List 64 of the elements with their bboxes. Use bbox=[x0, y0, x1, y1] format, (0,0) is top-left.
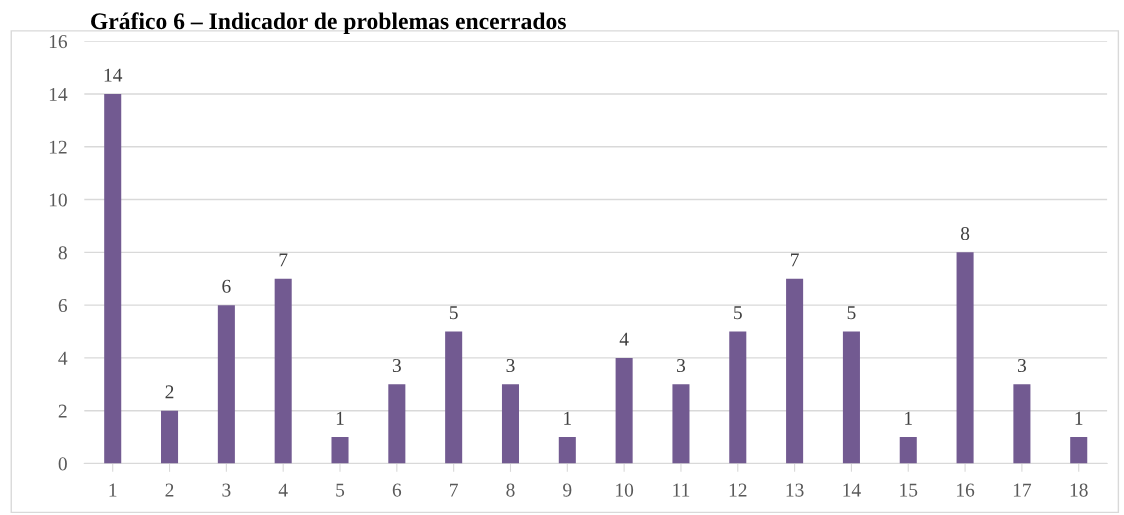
data-label: 7 bbox=[791, 253, 799, 267]
y-tick-label: 6 bbox=[58, 299, 68, 313]
bar bbox=[274, 278, 292, 464]
x-tick-label: 9 bbox=[563, 483, 572, 497]
bar bbox=[786, 278, 804, 464]
x-tick-label: 17 bbox=[1013, 483, 1032, 497]
data-label: 3 bbox=[392, 358, 401, 373]
y-tick-label: 0 bbox=[58, 457, 67, 471]
bar bbox=[161, 410, 179, 464]
y-tick-label: 12 bbox=[49, 140, 67, 154]
bar bbox=[388, 384, 406, 464]
data-label: 1 bbox=[1075, 411, 1083, 425]
chart-title: Gráfico 6 – Indicador de problemas encerrados bbox=[91, 12, 566, 34]
bar bbox=[729, 331, 747, 464]
x-tick-label: 15 bbox=[900, 483, 918, 497]
y-tick-label: 8 bbox=[58, 246, 67, 260]
bar bbox=[1070, 437, 1088, 464]
bar bbox=[445, 331, 463, 464]
y-tick-label: 14 bbox=[49, 87, 68, 101]
bar bbox=[501, 384, 520, 464]
bar bbox=[331, 437, 349, 464]
bar bbox=[615, 357, 633, 464]
bar bbox=[899, 437, 917, 464]
data-label: 6 bbox=[222, 279, 231, 293]
x-tick-label: 10 bbox=[616, 483, 634, 497]
data-label: 3 bbox=[677, 358, 686, 373]
y-tick-label: 4 bbox=[58, 351, 68, 365]
x-tick-label: 6 bbox=[392, 483, 402, 497]
x-tick-label: 7 bbox=[450, 483, 458, 497]
data-label: 3 bbox=[1017, 358, 1026, 373]
bar bbox=[558, 437, 576, 464]
data-label: 5 bbox=[449, 306, 458, 320]
data-label: 14 bbox=[104, 68, 123, 82]
data-label: 5 bbox=[734, 306, 742, 320]
x-tick-label: 1 bbox=[109, 483, 117, 497]
x-tick-label: 2 bbox=[165, 483, 174, 497]
y-tick-label: 2 bbox=[58, 404, 67, 418]
bar bbox=[842, 331, 860, 464]
y-tick-label: 16 bbox=[49, 35, 68, 49]
bar bbox=[672, 384, 690, 464]
data-label: 1 bbox=[336, 411, 344, 425]
data-label: 7 bbox=[279, 253, 288, 267]
data-label: 1 bbox=[564, 411, 571, 425]
bar bbox=[956, 252, 974, 464]
x-tick-label: 14 bbox=[843, 483, 861, 497]
y-tick-label: 10 bbox=[49, 193, 67, 207]
x-tick-label: 18 bbox=[1070, 483, 1088, 497]
x-tick-label: 11 bbox=[673, 483, 690, 497]
data-label: 2 bbox=[165, 385, 174, 399]
x-tick-label: 8 bbox=[506, 483, 515, 497]
bar bbox=[217, 305, 235, 464]
x-tick-label: 13 bbox=[786, 483, 804, 497]
bar bbox=[104, 93, 122, 464]
x-tick-label: 5 bbox=[336, 483, 345, 497]
x-tick-label: 3 bbox=[222, 483, 231, 497]
x-tick-label: 16 bbox=[957, 483, 975, 497]
x-tick-label: 4 bbox=[278, 483, 288, 497]
x-tick-label: 12 bbox=[729, 483, 747, 497]
data-label: 5 bbox=[847, 306, 856, 320]
bar bbox=[1013, 384, 1031, 464]
data-label: 8 bbox=[960, 226, 970, 241]
data-label: 3 bbox=[506, 358, 515, 373]
data-label: 1 bbox=[905, 411, 912, 425]
data-label: 4 bbox=[619, 332, 629, 346]
